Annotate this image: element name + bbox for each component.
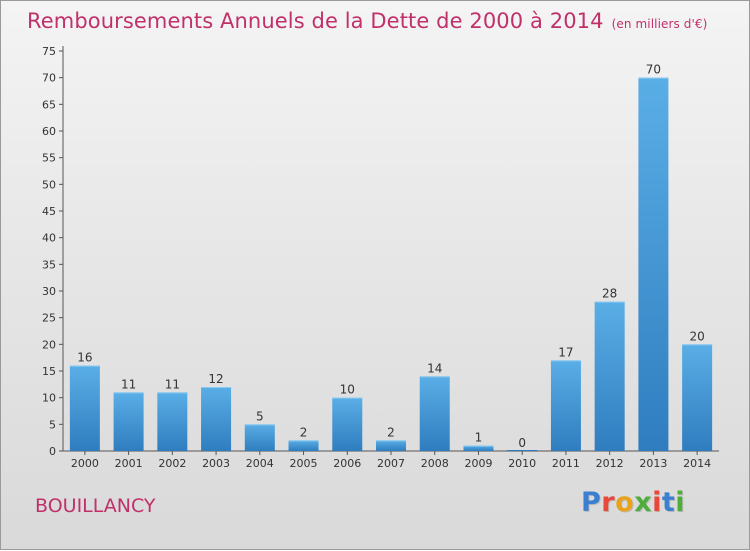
y-tick-label: 60 <box>42 125 56 138</box>
chart-bars <box>69 77 713 452</box>
bar <box>419 376 450 451</box>
y-tick-label: 20 <box>42 338 56 351</box>
x-tick-label: 2013 <box>639 457 667 470</box>
x-tick-label: 2009 <box>464 457 492 470</box>
bar <box>201 387 232 451</box>
logo-letter: r <box>601 487 616 518</box>
logo-letter: P <box>581 487 602 518</box>
bar <box>69 365 100 451</box>
y-tick-label: 15 <box>42 365 56 378</box>
bar-value-label: 16 <box>77 351 92 365</box>
bar-value-label: 11 <box>121 377 136 391</box>
bar <box>594 301 625 451</box>
logo-letter: o <box>615 487 635 518</box>
bar <box>463 445 494 451</box>
bar-value-label: 0 <box>518 436 526 450</box>
y-tick-label: 0 <box>49 445 56 458</box>
x-tick-label: 2003 <box>202 457 230 470</box>
x-tick-label: 2001 <box>115 457 143 470</box>
logo-letter: i <box>675 487 686 518</box>
y-tick-label: 25 <box>42 312 56 325</box>
logo-letter: t <box>661 487 676 518</box>
y-tick-label: 35 <box>42 258 56 271</box>
logo-letter: x <box>634 487 653 518</box>
bar-value-label: 70 <box>646 63 661 77</box>
x-tick-label: 2010 <box>508 457 536 470</box>
bar-value-label: 12 <box>208 372 223 386</box>
bar-value-label: 20 <box>689 329 704 343</box>
y-tick-label: 10 <box>42 392 56 405</box>
y-tick-label: 45 <box>42 205 56 218</box>
chart-title-text: Remboursements Annuels de la Dette de 20… <box>27 9 604 33</box>
bar <box>682 344 713 451</box>
x-tick-label: 2007 <box>377 457 405 470</box>
y-tick-label: 5 <box>49 418 56 431</box>
bar-value-label: 17 <box>558 345 573 359</box>
bar <box>638 77 669 452</box>
x-tick-label: 2011 <box>552 457 580 470</box>
bar-value-label: 1 <box>475 431 483 445</box>
bar-value-label: 28 <box>602 287 617 301</box>
bar <box>244 424 275 451</box>
x-tick-label: 2004 <box>246 457 274 470</box>
x-tick-label: 2002 <box>158 457 186 470</box>
x-tick-label: 2005 <box>290 457 318 470</box>
y-tick-label: 40 <box>42 232 56 245</box>
x-tick-label: 2014 <box>683 457 711 470</box>
bar-value-label: 2 <box>387 425 395 439</box>
x-tick-label: 2008 <box>421 457 449 470</box>
chart-unit: (en milliers d'€) <box>611 17 708 31</box>
y-tick-label: 75 <box>42 45 56 58</box>
bar <box>113 392 144 451</box>
chart-title: Remboursements Annuels de la Dette de 20… <box>27 9 707 33</box>
bar <box>157 392 188 451</box>
bar <box>332 397 363 451</box>
bar <box>550 360 581 451</box>
commune-name: BOUILLANCY <box>35 495 156 517</box>
y-tick-label: 70 <box>42 72 56 85</box>
y-tick-label: 30 <box>42 285 56 298</box>
bar-value-label: 5 <box>256 409 264 423</box>
bar-value-label: 11 <box>165 377 180 391</box>
bar-value-label: 10 <box>340 383 355 397</box>
y-tick-label: 50 <box>42 178 56 191</box>
bar <box>288 440 319 451</box>
bar-value-label: 14 <box>427 361 442 375</box>
y-tick-label: 55 <box>42 152 56 165</box>
proxiti-logo: Proxiti <box>581 487 685 518</box>
x-tick-label: 2012 <box>596 457 624 470</box>
x-tick-label: 2000 <box>71 457 99 470</box>
bar <box>376 440 406 451</box>
x-tick-label: 2006 <box>333 457 361 470</box>
y-tick-label: 65 <box>42 98 56 111</box>
logo-letter: i <box>652 487 662 518</box>
bar-value-label: 2 <box>300 425 308 439</box>
